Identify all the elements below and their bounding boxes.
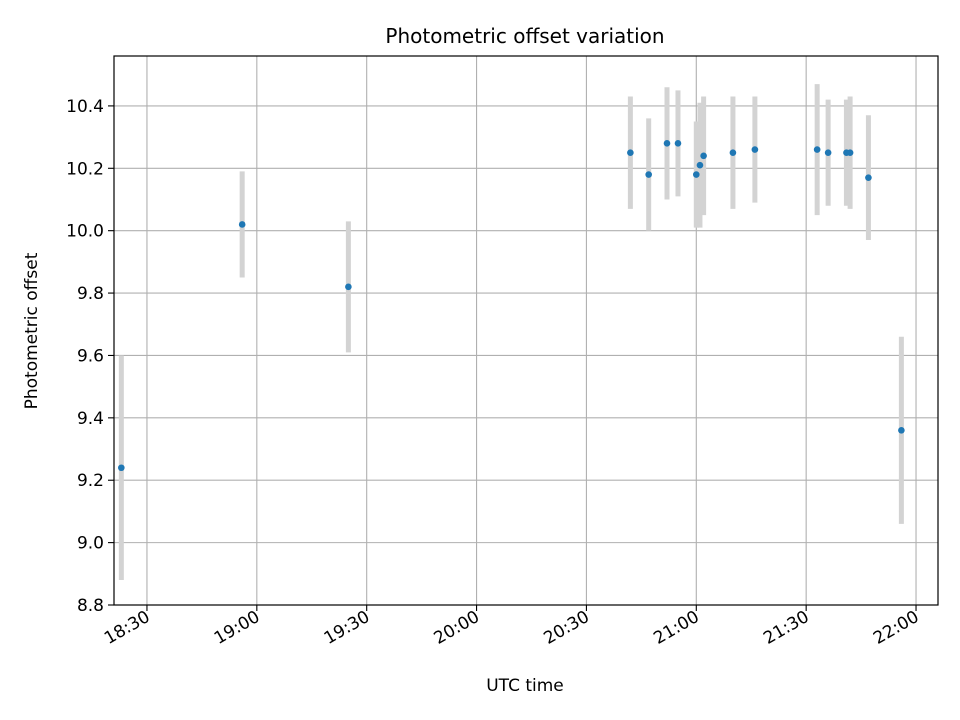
x-tick-label: 22:00 <box>870 607 922 649</box>
data-point <box>663 140 671 147</box>
data-point <box>674 140 682 147</box>
data-point <box>345 283 352 291</box>
data-point <box>645 171 652 178</box>
data-point <box>692 171 700 178</box>
data-point <box>729 149 737 156</box>
y-tick-label: 10.0 <box>66 222 104 242</box>
x-tick-label: 21:00 <box>650 607 702 649</box>
data-point <box>700 152 707 160</box>
y-tick-label: 9.6 <box>77 346 104 366</box>
data-point <box>865 174 872 181</box>
x-axis: 18:30 19:00 19:30 20:00 20:30 21:00 21:30 22:00 <box>101 605 923 649</box>
x-tick-label: 20:30 <box>540 607 592 649</box>
y-tick-label: 9.2 <box>77 471 104 491</box>
y-tick-label: 8.8 <box>77 596 104 616</box>
plot-frame <box>113 55 939 606</box>
x-tick-label: 20:00 <box>431 607 483 649</box>
x-axis-title: UTC time <box>486 676 564 696</box>
y-tick-label: 9.8 <box>77 284 104 304</box>
x-tick-label: 19:30 <box>321 607 373 649</box>
data-point <box>898 427 905 434</box>
x-tick-label: 19:00 <box>211 607 263 649</box>
y-tick-label: 9.0 <box>77 534 104 554</box>
data-points <box>118 140 905 472</box>
data-point <box>824 149 832 156</box>
data-point <box>627 149 634 156</box>
x-tick-label: 21:30 <box>760 607 812 649</box>
y-axis: 8.8 9.0 9.2 9.4 9.6 9.8 10.0 10.2 10.4 <box>66 97 114 616</box>
y-axis-title: Photometric offset <box>22 252 42 409</box>
data-point <box>751 146 759 153</box>
data-point <box>846 149 854 156</box>
error-bars <box>118 84 904 581</box>
grid-lines <box>114 56 938 606</box>
chart-title: Photometric offset variation <box>385 24 664 48</box>
data-point <box>813 146 821 153</box>
data-point <box>696 161 704 169</box>
data-point <box>118 464 125 472</box>
x-tick-label: 18:30 <box>101 607 153 649</box>
y-tick-label: 9.4 <box>77 409 104 429</box>
data-point <box>238 221 246 228</box>
y-tick-label: 10.2 <box>66 159 104 179</box>
y-tick-label: 10.4 <box>66 97 104 117</box>
